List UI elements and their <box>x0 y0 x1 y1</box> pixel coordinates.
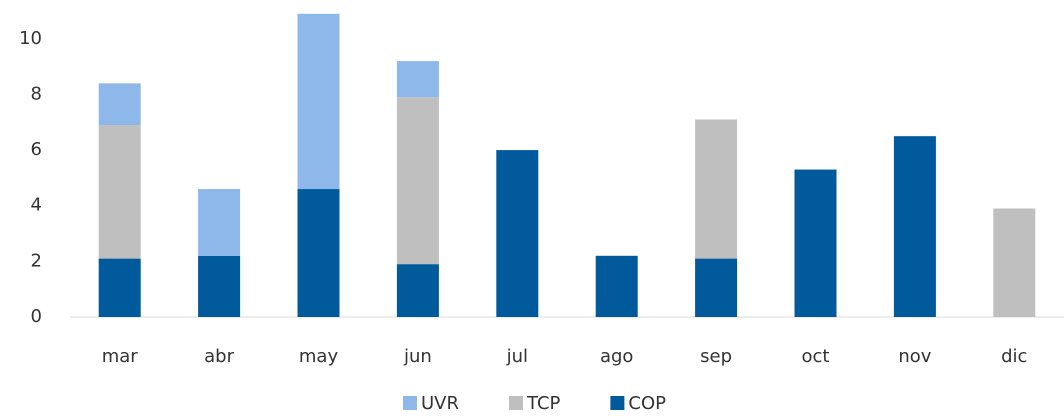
bar-segment <box>98 125 141 259</box>
bar-segment <box>893 136 936 317</box>
bar-segment <box>993 208 1036 317</box>
x-tick-label: nov <box>898 346 931 367</box>
bar-segment <box>695 258 738 317</box>
bar-segment <box>695 119 738 259</box>
y-tick-label: 4 <box>31 195 42 216</box>
bar-segment <box>396 97 439 265</box>
bar-segment <box>595 255 638 317</box>
x-tick-label: oct <box>802 346 830 367</box>
y-tick-label: 0 <box>31 306 42 327</box>
x-tick-label: abr <box>204 346 234 367</box>
y-tick-label: 6 <box>31 139 42 160</box>
x-tick-label: sep <box>700 346 732 367</box>
bar-segment <box>794 169 837 317</box>
y-tick-label: 10 <box>19 28 42 49</box>
legend-label: COP <box>628 393 666 414</box>
bar-segment <box>297 13 340 190</box>
y-tick-label: 2 <box>31 250 42 271</box>
legend-label: UVR <box>421 393 459 414</box>
bar-segment <box>396 264 439 317</box>
x-tick-label: ago <box>600 346 633 367</box>
bar-segment <box>297 189 340 317</box>
legend-swatch <box>509 396 523 410</box>
bar-segment <box>98 83 141 126</box>
y-tick-label: 8 <box>31 83 42 104</box>
x-tick-label: may <box>299 346 339 367</box>
x-tick-label: jun <box>403 346 432 367</box>
legend-swatch <box>610 396 625 410</box>
bar-segment <box>396 61 439 98</box>
legend-label: TCP <box>526 393 561 414</box>
legend-swatch <box>403 396 417 410</box>
bar-segment <box>496 150 539 317</box>
bar-segment <box>198 189 241 256</box>
bar-segment <box>98 258 141 317</box>
bar-segment <box>198 255 241 317</box>
x-tick-label: mar <box>102 346 139 367</box>
x-tick-label: jul <box>506 346 528 367</box>
x-tick-label: dic <box>1001 346 1027 367</box>
